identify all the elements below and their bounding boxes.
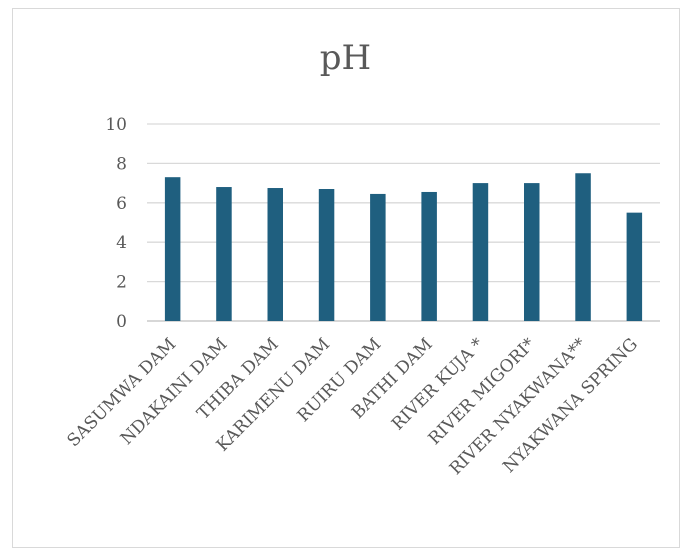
bar	[524, 183, 540, 321]
bar	[216, 187, 232, 321]
bar	[370, 193, 386, 321]
y-tick-label: 4	[116, 233, 127, 253]
bar	[267, 188, 283, 321]
bar	[575, 173, 591, 321]
bar	[164, 177, 181, 321]
chart-frame	[12, 8, 680, 548]
bar	[472, 183, 489, 321]
y-tick-label: 0	[116, 312, 127, 332]
x-category-label: RIVER KUJA *	[388, 334, 488, 434]
y-tick-label: 10	[105, 115, 127, 135]
y-tick-label: 6	[116, 194, 127, 214]
y-tick-label: 8	[116, 154, 127, 174]
y-tick-label: 2	[116, 273, 127, 293]
chart-title: pH	[319, 38, 372, 78]
bar	[318, 189, 335, 321]
bar	[421, 191, 437, 321]
bar	[626, 212, 643, 321]
